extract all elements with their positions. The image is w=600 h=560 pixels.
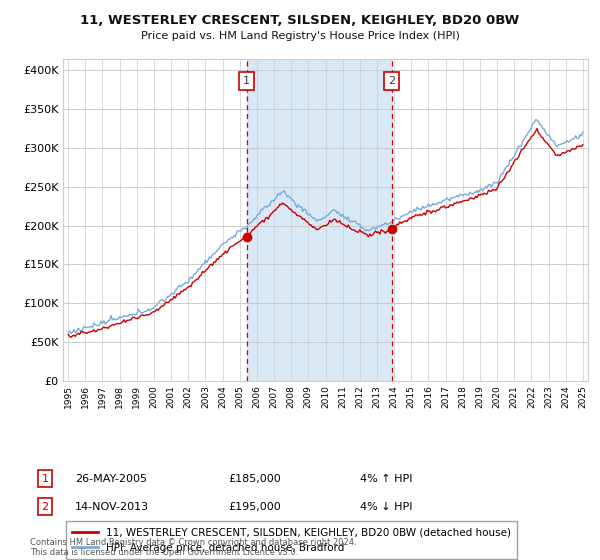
Text: 26-MAY-2005: 26-MAY-2005 — [75, 474, 147, 484]
Text: Price paid vs. HM Land Registry's House Price Index (HPI): Price paid vs. HM Land Registry's House … — [140, 31, 460, 41]
Text: £185,000: £185,000 — [228, 474, 281, 484]
Text: 11, WESTERLEY CRESCENT, SILSDEN, KEIGHLEY, BD20 0BW: 11, WESTERLEY CRESCENT, SILSDEN, KEIGHLE… — [80, 14, 520, 27]
Text: £195,000: £195,000 — [228, 502, 281, 512]
Legend: 11, WESTERLEY CRESCENT, SILSDEN, KEIGHLEY, BD20 0BW (detached house), HPI: Avera: 11, WESTERLEY CRESCENT, SILSDEN, KEIGHLE… — [65, 521, 517, 559]
Text: 4% ↓ HPI: 4% ↓ HPI — [360, 502, 413, 512]
Text: 2: 2 — [41, 502, 49, 512]
Text: 1: 1 — [243, 76, 250, 86]
Text: Contains HM Land Registry data © Crown copyright and database right 2024.
This d: Contains HM Land Registry data © Crown c… — [30, 538, 356, 557]
Bar — [247, 59, 392, 381]
Text: 14-NOV-2013: 14-NOV-2013 — [75, 502, 149, 512]
Text: 1: 1 — [41, 474, 49, 484]
Text: 2: 2 — [388, 76, 395, 86]
Text: 4% ↑ HPI: 4% ↑ HPI — [360, 474, 413, 484]
